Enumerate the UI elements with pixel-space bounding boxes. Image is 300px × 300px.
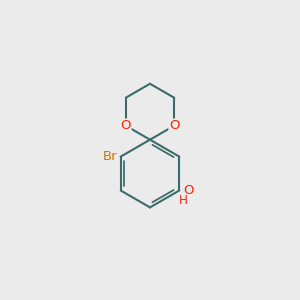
Text: Br: Br (103, 150, 117, 163)
Text: O: O (121, 119, 131, 132)
Text: O: O (183, 184, 194, 197)
Text: O: O (169, 119, 179, 132)
Text: H: H (178, 194, 187, 207)
